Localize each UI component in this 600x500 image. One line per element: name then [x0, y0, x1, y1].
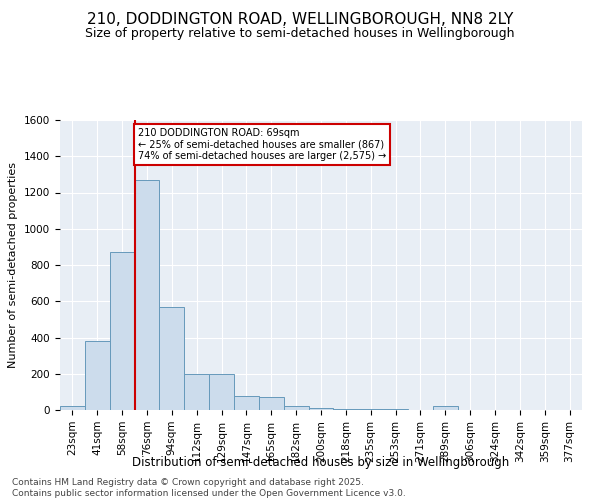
- Text: Distribution of semi-detached houses by size in Wellingborough: Distribution of semi-detached houses by …: [133, 456, 509, 469]
- Bar: [60, 406, 85, 410]
- Bar: [433, 406, 458, 410]
- Text: 210 DODDINGTON ROAD: 69sqm
← 25% of semi-detached houses are smaller (867)
74% o: 210 DODDINGTON ROAD: 69sqm ← 25% of semi…: [139, 128, 386, 162]
- Bar: [284, 406, 308, 410]
- Bar: [85, 341, 110, 410]
- Bar: [134, 180, 160, 410]
- Text: Size of property relative to semi-detached houses in Wellingborough: Size of property relative to semi-detach…: [85, 28, 515, 40]
- Bar: [110, 252, 134, 410]
- Bar: [160, 306, 184, 410]
- Bar: [234, 396, 259, 410]
- Y-axis label: Number of semi-detached properties: Number of semi-detached properties: [8, 162, 19, 368]
- Bar: [308, 408, 334, 410]
- Bar: [383, 409, 408, 410]
- Bar: [209, 374, 234, 410]
- Text: Contains HM Land Registry data © Crown copyright and database right 2025.
Contai: Contains HM Land Registry data © Crown c…: [12, 478, 406, 498]
- Text: 210, DODDINGTON ROAD, WELLINGBOROUGH, NN8 2LY: 210, DODDINGTON ROAD, WELLINGBOROUGH, NN…: [87, 12, 513, 28]
- Bar: [184, 374, 209, 410]
- Bar: [259, 398, 284, 410]
- Bar: [334, 409, 358, 410]
- Bar: [358, 409, 383, 410]
